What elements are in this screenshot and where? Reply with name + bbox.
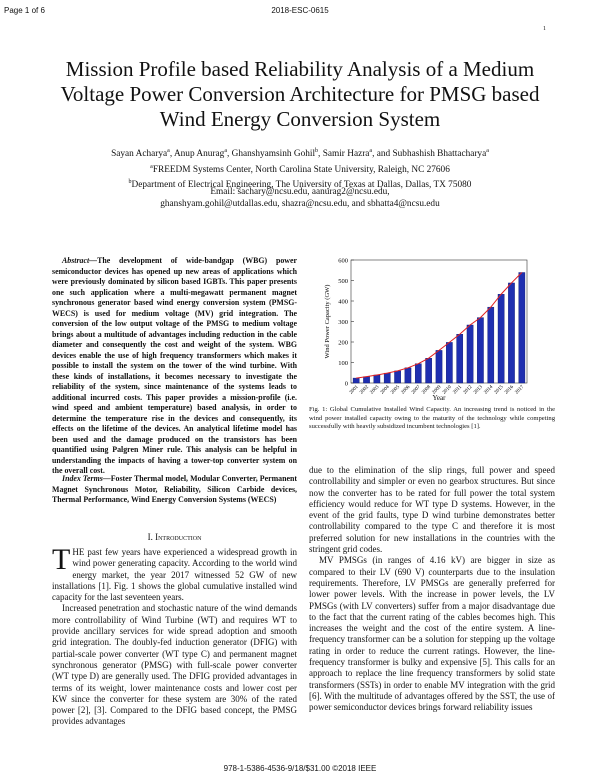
section-heading: I. Introduction bbox=[147, 532, 202, 542]
x-tick-label: 2008 bbox=[421, 385, 432, 396]
right-column-text: due to the elimination of the slip rings… bbox=[309, 465, 555, 714]
paragraph: T HE past few years have experienced a wi… bbox=[52, 543, 297, 603]
y-tick-label: 600 bbox=[338, 258, 348, 265]
page-count: Page 1 of 6 bbox=[4, 6, 45, 15]
x-tick-label: 2011 bbox=[453, 385, 464, 396]
x-tick-label: 2006 bbox=[401, 385, 412, 396]
affiliations: aFREEDM Systems Center, North Carolina S… bbox=[40, 161, 560, 191]
chart: 0 100 200 300 400 500 600 Wind Power Capacity (… bbox=[324, 258, 528, 402]
abstract-label: Abstract— bbox=[62, 256, 98, 265]
footer: 978-1-5386-4536-9/18/$31.00 ©2018 IEEE bbox=[0, 764, 600, 773]
index-terms-label: Index Terms— bbox=[62, 474, 111, 483]
index-terms-text: Foster Thermal model, Modular Converter,… bbox=[52, 474, 298, 504]
bar bbox=[425, 357, 432, 384]
affiliation-mark: b bbox=[128, 179, 132, 186]
bar bbox=[373, 374, 381, 384]
x-tick-label: 2015 bbox=[494, 385, 505, 396]
bar bbox=[363, 376, 370, 384]
author-mark: a bbox=[486, 148, 489, 154]
author-name: Sayan Acharya bbox=[111, 149, 168, 160]
y-tick-label: 200 bbox=[338, 340, 348, 347]
affiliation-text: FREEDM Systems Center, North Carolina St… bbox=[152, 165, 450, 176]
paragraph: MV PMSGs (in ranges of 4.16 kV) are bigg… bbox=[309, 555, 555, 713]
bar bbox=[456, 334, 464, 384]
bar bbox=[394, 370, 401, 384]
x-tick-label: 2012 bbox=[463, 385, 474, 396]
paragraph-text: HE past few years have experienced a wid… bbox=[52, 547, 297, 603]
x-tick-label: 2003 bbox=[370, 385, 381, 396]
author-name: , Samir Hazra bbox=[318, 149, 370, 160]
page-number: 1 bbox=[543, 26, 546, 32]
x-tick-label: 2004 bbox=[380, 385, 391, 396]
bar bbox=[352, 377, 360, 384]
trend-line bbox=[356, 272, 523, 379]
bar bbox=[518, 272, 526, 384]
paragraph: due to the elimination of the slip rings… bbox=[309, 465, 555, 555]
affiliation: aFREEDM Systems Center, North Carolina S… bbox=[40, 161, 560, 176]
x-tick-label: 2007 bbox=[411, 385, 422, 396]
drop-cap: T bbox=[52, 543, 71, 576]
x-tick-label: 2001 bbox=[349, 385, 360, 396]
x-axis-label: Year bbox=[433, 394, 447, 402]
bar bbox=[487, 306, 495, 384]
paper-code: 2018-ESC-0615 bbox=[271, 6, 329, 15]
bar bbox=[497, 294, 505, 384]
x-tick-label: 2016 bbox=[504, 385, 515, 396]
bar bbox=[446, 342, 453, 384]
bar bbox=[466, 324, 474, 384]
author-name: , and Subhashish Bhattacharya bbox=[372, 149, 487, 160]
y-tick-label: 300 bbox=[338, 319, 348, 326]
x-tick-label: 2010 bbox=[442, 385, 453, 396]
author-mark: b bbox=[315, 148, 319, 154]
author-name: , Anup Anurag bbox=[169, 149, 225, 160]
y-tick-label: 0 bbox=[345, 381, 348, 388]
author-list: Sayan Acharyaa, Anup Anuraga, Ghanshyams… bbox=[40, 148, 560, 159]
bar bbox=[508, 282, 515, 384]
paper-title: Mission Profile based Reliability Analys… bbox=[60, 57, 540, 131]
x-tick-label: 2017 bbox=[515, 385, 526, 396]
y-axis-label: Wind Power Capacity (GW) bbox=[324, 285, 331, 359]
affiliation-text: Department of Electrical Engineering, Th… bbox=[131, 180, 472, 191]
affiliation: bDepartment of Electrical Engineering, T… bbox=[40, 176, 560, 191]
bar bbox=[435, 350, 443, 384]
bar bbox=[404, 367, 412, 384]
affiliation-mark: a bbox=[150, 164, 153, 170]
left-column-text: T HE past few years have experienced a wi… bbox=[52, 543, 297, 728]
bar bbox=[383, 372, 391, 384]
emails: Email: sachary@ncsu.edu, aanurag2@ncsu.e… bbox=[160, 187, 440, 209]
y-tick-label: 500 bbox=[338, 278, 348, 285]
y-tick-label: 100 bbox=[338, 360, 348, 367]
bar bbox=[477, 317, 484, 384]
abstract-text: The development of wide-bandgap (WBG) po… bbox=[52, 256, 297, 475]
figure-caption: Fig. 1: Global Cumulative Installed Wind… bbox=[309, 406, 555, 431]
author-mark: a bbox=[224, 148, 227, 154]
bar bbox=[414, 363, 422, 384]
x-tick-label: 2013 bbox=[473, 385, 484, 396]
x-tick-label: 2005 bbox=[390, 385, 401, 396]
y-tick-label: 400 bbox=[338, 299, 348, 306]
x-tick-label: 2002 bbox=[359, 385, 370, 396]
author-mark: a bbox=[369, 148, 373, 154]
author-mark: a bbox=[167, 148, 170, 154]
abstract: Abstract—The development of wide-bandgap… bbox=[52, 256, 297, 477]
x-tick-label: 2009 bbox=[432, 385, 443, 396]
index-terms: Index Terms—Foster Thermal model, Modula… bbox=[52, 474, 297, 506]
x-tick-label: 2014 bbox=[484, 385, 495, 396]
author-name: , Ghanshyamsinh Gohil bbox=[226, 149, 316, 160]
paragraph: Increased penetration and stochastic nat… bbox=[52, 603, 297, 727]
